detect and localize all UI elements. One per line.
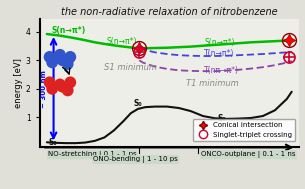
Legend: Conical intersection, Singlet-triplet crossing: Conical intersection, Singlet-triplet cr… (193, 119, 296, 141)
Text: T(nπ→π*): T(nπ→π*) (204, 67, 239, 75)
Text: ONO-bending | 1 - 10 ps: ONO-bending | 1 - 10 ps (93, 156, 178, 163)
Circle shape (57, 81, 68, 92)
Circle shape (65, 77, 76, 88)
Circle shape (47, 84, 57, 94)
Circle shape (47, 57, 57, 68)
Circle shape (57, 55, 68, 65)
Circle shape (55, 50, 65, 60)
Title: the non-radiative relaxation of nitrobenzene: the non-radiative relaxation of nitroben… (61, 7, 278, 17)
Text: S1 minimum: S1 minimum (104, 63, 157, 72)
Text: ~ 300 nm: ~ 300 nm (41, 70, 48, 108)
Text: S(n→π*): S(n→π*) (51, 26, 85, 36)
Text: S₀: S₀ (133, 99, 142, 108)
Text: S(n→π*): S(n→π*) (107, 37, 137, 46)
Text: S₀: S₀ (48, 138, 57, 147)
Text: NO-stretching | 0.1 - 1 ps: NO-stretching | 0.1 - 1 ps (48, 151, 137, 158)
Circle shape (45, 52, 55, 62)
Circle shape (63, 85, 73, 96)
Circle shape (63, 59, 73, 69)
Text: S₀: S₀ (217, 114, 226, 123)
Text: ONCO-outplane | 0.1 - 1 ns: ONCO-outplane | 0.1 - 1 ns (201, 151, 296, 158)
Text: T1 minimum: T1 minimum (186, 79, 239, 88)
Y-axis label: energy [eV]: energy [eV] (14, 58, 23, 108)
Circle shape (55, 79, 65, 90)
Circle shape (45, 77, 55, 88)
Text: S(n→π*): S(n→π*) (204, 38, 235, 47)
Text: T(n→π*): T(n→π*) (204, 49, 235, 58)
Circle shape (65, 52, 76, 62)
